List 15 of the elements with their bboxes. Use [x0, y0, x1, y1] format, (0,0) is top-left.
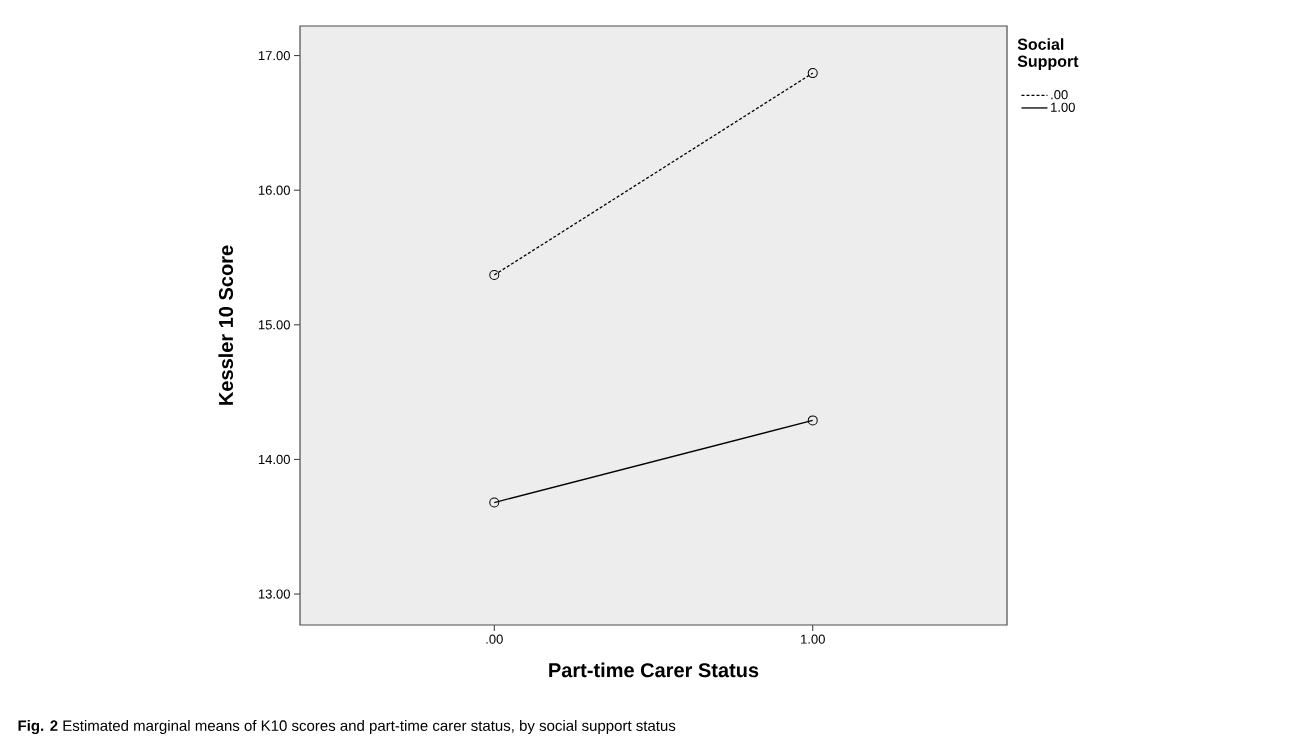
point [489, 270, 500, 281]
y-tick-label: 15.00 [258, 320, 290, 330]
point [489, 497, 500, 508]
y-tick-label: 17.00 [258, 51, 290, 61]
legend-title: Social Support [1017, 38, 1079, 71]
y-tick-label: 13.00 [258, 589, 290, 599]
legend-label: 1.00 [1051, 102, 1075, 112]
x-axis-title: Part-time Carer Status [549, 662, 759, 678]
text: Fig. 2 Estimated marginal means of K10 scores and part-time carer status, by social support status [18, 719, 676, 735]
legend-label: .00 [1051, 90, 1068, 100]
y-tick-label: 14.00 [258, 454, 290, 465]
point [807, 415, 818, 426]
y-axis-title: Kessler 10 Score [218, 245, 234, 405]
y-tick-label: 16.00 [258, 185, 290, 195]
point [807, 68, 818, 79]
